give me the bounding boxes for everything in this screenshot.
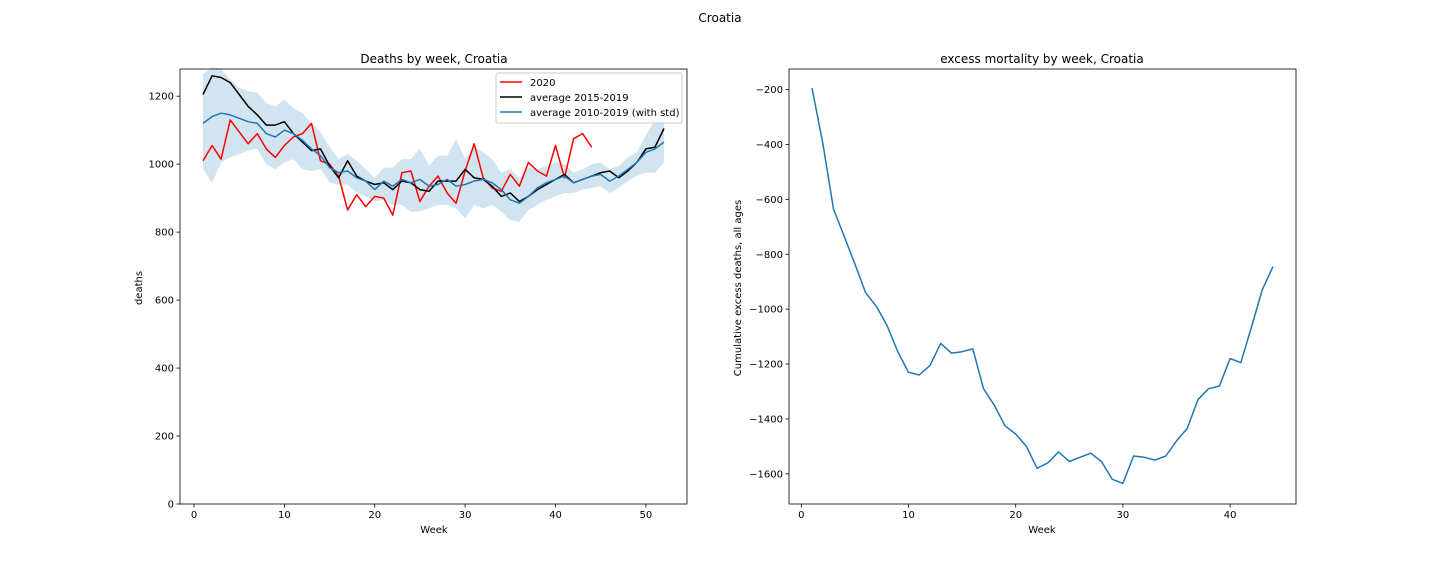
x-tick-label: 0	[798, 510, 804, 521]
excess-mortality-chart: excess mortality by week, Croatia Week C…	[733, 52, 1297, 536]
excess-chart-y-axis-label: Cumulative excess deaths, all ages	[733, 200, 744, 376]
x-tick-label: 40	[1224, 510, 1237, 521]
deaths-chart-y-axis-label: deaths	[134, 271, 145, 305]
deaths-chart-frame	[179, 68, 688, 505]
y-tick-label: 600	[155, 296, 174, 307]
x-tick-label: 30	[1117, 510, 1130, 521]
series-line-average-2010-2019-with-std	[202, 112, 665, 204]
x-tick-label: 30	[459, 510, 472, 521]
x-tick-label: 50	[640, 510, 653, 521]
y-tick-label: 1200	[149, 92, 174, 103]
y-tick-label: 0	[168, 500, 174, 511]
y-tick-label: 1000	[149, 160, 174, 171]
legend-label-avg-2010-2019: average 2010-2019 (with std)	[530, 108, 680, 119]
x-tick-label: 20	[1009, 510, 1022, 521]
y-tick-label: −1200	[749, 360, 783, 371]
y-tick-label: −600	[756, 195, 783, 206]
deaths-axis-ticks: 0 10 20 30 40 50 0 200 400 600 800 1000 1200	[149, 92, 653, 521]
legend-label-avg-2015-2019: average 2015-2019	[530, 93, 629, 104]
x-tick-label: 20	[368, 510, 381, 521]
excess-chart-title: excess mortality by week, Croatia	[940, 52, 1144, 66]
x-tick-label: 0	[191, 510, 197, 521]
legend-box	[495, 72, 683, 124]
y-tick-label: 800	[155, 228, 174, 239]
y-tick-label: −400	[756, 140, 783, 151]
y-tick-label: −1600	[749, 469, 783, 480]
x-tick-label: 10	[278, 510, 291, 521]
deaths-by-week-chart: Deaths by week, Croatia Week deaths 0 10 2…	[134, 52, 688, 536]
y-tick-label: −200	[756, 85, 783, 96]
y-tick-label: −1000	[749, 305, 783, 316]
excess-chart-frame	[788, 68, 1297, 505]
legend-label-2020: 2020	[530, 78, 555, 89]
excess-chart-x-axis-label: Week	[1028, 525, 1056, 536]
x-tick-label: 40	[549, 510, 562, 521]
x-tick-label: 10	[902, 510, 915, 521]
deaths-chart-x-axis-label: Week	[420, 525, 448, 536]
y-tick-label: 200	[155, 432, 174, 443]
y-tick-label: −800	[756, 250, 783, 261]
excess-series-layer	[811, 88, 1274, 485]
deaths-chart-legend: 2020 average 2015-2019 average 2010-2019…	[495, 72, 683, 124]
figure-suptitle: Croatia	[698, 11, 741, 25]
deaths-series-layer	[202, 75, 665, 216]
excess-axis-ticks: 0 10 20 30 40 −1600 −1400 −1200 −1000 −800 −600 −40…	[749, 85, 1236, 521]
series-line-series-0	[811, 88, 1274, 485]
y-tick-label: −1400	[749, 414, 783, 425]
series-line-2020	[202, 119, 593, 216]
y-tick-label: 400	[155, 364, 174, 375]
deaths-chart-title: Deaths by week, Croatia	[360, 52, 507, 66]
